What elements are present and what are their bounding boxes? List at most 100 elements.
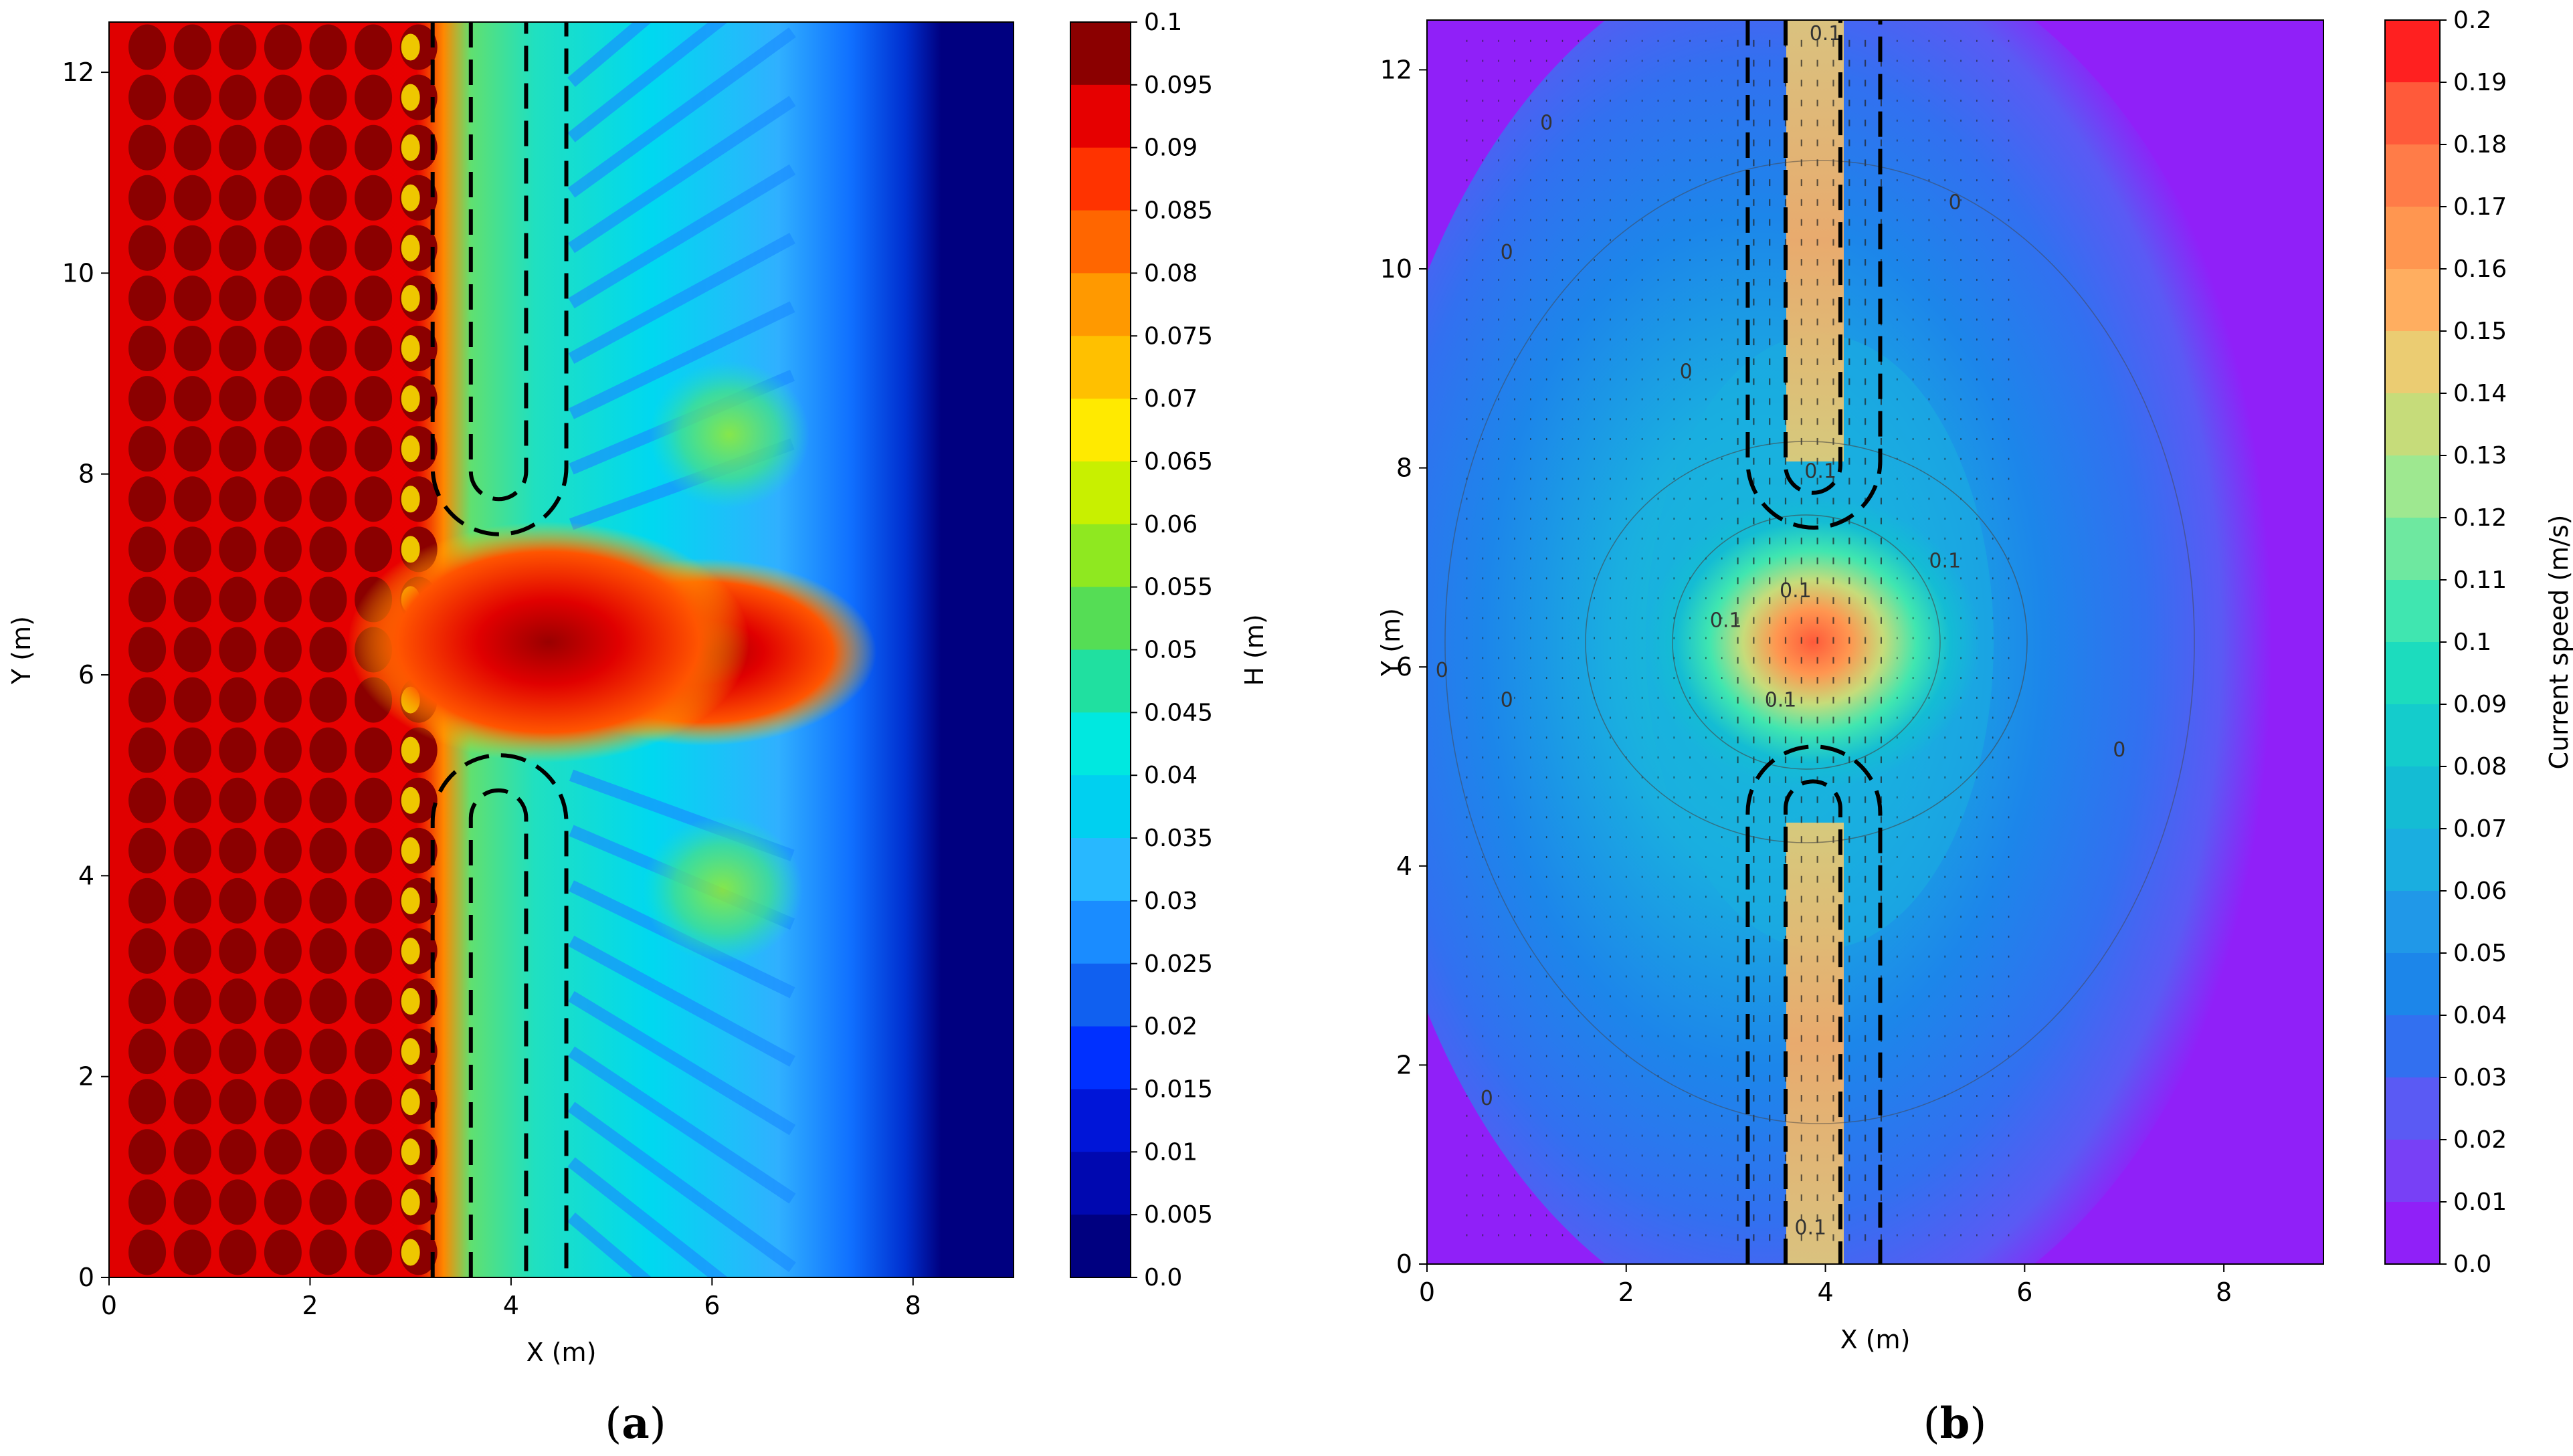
wave-crest-blob — [219, 1029, 257, 1075]
contour-label: 0 — [2113, 738, 2125, 762]
wave-crest-blob — [173, 1029, 211, 1075]
wave-crest-blob — [219, 877, 257, 924]
colorbar-swatch — [1070, 336, 1131, 399]
wave-crest-blob — [264, 225, 302, 271]
y-tick-label: 10 — [62, 258, 94, 288]
caption-open-paren: ( — [1923, 1399, 1940, 1449]
wave-crest-blob — [309, 677, 347, 723]
wave-crest-blob — [219, 476, 257, 522]
diffracted-band — [568, 991, 796, 1136]
contour-label: 0 — [1501, 689, 1513, 712]
contour-label: 0 — [1949, 191, 1962, 215]
wave-crest-blob — [401, 937, 420, 964]
wave-crest-blob — [309, 175, 347, 221]
wave-crest-stripes — [128, 24, 438, 1275]
wave-crest-blob — [219, 777, 257, 823]
wave-crest-blob — [128, 827, 167, 873]
colorbar-tick-label: 0.03 — [2453, 1064, 2507, 1091]
y-tick-label: 2 — [78, 1062, 94, 1091]
y-tick-label: 8 — [78, 459, 94, 489]
wave-crest-blob — [401, 134, 420, 161]
colorbar-tick-label: 0.02 — [2453, 1126, 2507, 1154]
colorbar-swatch — [2385, 1140, 2440, 1203]
wave-crest-blob — [173, 928, 211, 974]
wave-crest-blob — [173, 777, 211, 823]
colorbar-swatch — [2385, 1015, 2440, 1078]
wave-crest-blob — [309, 24, 347, 70]
wave-crest-blob — [219, 24, 257, 70]
wave-crest-blob — [309, 577, 347, 623]
wave-crest-blob — [128, 225, 167, 271]
x-tick-label: 8 — [905, 1291, 921, 1320]
colorbar-tick-label: 0.13 — [2453, 442, 2507, 470]
wave-crest-blob — [264, 175, 302, 221]
wave-crest-blob — [309, 1179, 347, 1225]
breakwater-line — [468, 22, 529, 502]
caption-letter: b — [1940, 1398, 1970, 1449]
wave-crest-blob — [309, 727, 347, 773]
colorbar-swatch — [1070, 84, 1131, 148]
colorbar-swatch — [1070, 587, 1131, 651]
wave-crest-blob — [355, 877, 393, 924]
breakwater-outline-b — [1745, 20, 1883, 1264]
x-tick-label: 6 — [704, 1291, 720, 1320]
wave-crest-blob — [219, 627, 257, 673]
wave-crest-blob — [128, 24, 167, 70]
colorbar-tick-label: 0.015 — [1144, 1075, 1213, 1103]
velocity-vectors — [1466, 39, 2010, 1241]
wave-crest-blob — [128, 1229, 167, 1275]
diffracted-band — [568, 96, 796, 253]
diffracted-band — [567, 1213, 652, 1277]
colorbar-tick-label: 0.075 — [1144, 322, 1213, 350]
colorbar-tick-label: 0.085 — [1144, 197, 1213, 225]
wave-crest-blob — [309, 877, 347, 924]
wave-crest-blob — [355, 175, 393, 221]
colorbar-tick-label: 0.14 — [2453, 380, 2507, 407]
wave-crest-blob — [355, 24, 393, 70]
wave-crest-blob — [401, 1188, 420, 1216]
colorbar-tick-label: 0.2 — [2453, 7, 2491, 34]
wave-crest-blob — [219, 727, 257, 773]
colorbar-tick-label: 0.16 — [2453, 255, 2507, 283]
colorbar-tick-label: 0.045 — [1144, 699, 1213, 726]
wave-crest-blob — [219, 978, 257, 1025]
panel-a-axes: 0 2 4 6 8 0 2 4 6 8 10 12 — [62, 58, 921, 1320]
colorbar-tick-label: 0.08 — [1144, 259, 1198, 287]
colorbar-swatch — [1070, 22, 1131, 86]
wave-crest-blob — [219, 577, 257, 623]
wave-crest-blob — [219, 275, 257, 321]
contour-label: 0.1 — [1810, 22, 1842, 45]
x-tick-label: 8 — [2216, 1277, 2232, 1307]
wave-crest-blob — [264, 827, 302, 873]
wave-crest-blob — [355, 426, 393, 472]
wave-crest-blob — [401, 385, 420, 413]
wave-crest-blob — [401, 887, 420, 914]
wave-crest-blob — [219, 1129, 257, 1175]
colorbar-swatch — [1070, 1215, 1131, 1278]
caption-close-paren: ) — [650, 1399, 666, 1449]
wave-crest-blob — [128, 1029, 167, 1075]
panel-a-caption: (a) — [605, 1398, 666, 1449]
wave-crest-blob — [128, 426, 167, 472]
panel-b-axes: 0 2 4 6 8 0 2 4 6 8 10 12 — [1380, 55, 2232, 1307]
contour-label: 0.1 — [1794, 1216, 1826, 1239]
wave-crest-blob — [264, 1229, 302, 1275]
contour-labels: 0 0 0 0 0 0 0 0 0.1 0.1 0.1 0.1 0.1 0.1 0.1 — [1436, 22, 2126, 1240]
colorbar-swatch — [1070, 838, 1131, 902]
wave-crest-blob — [355, 777, 393, 823]
colorbar-swatch — [2385, 1077, 2440, 1140]
colorbar-swatch — [2385, 704, 2440, 767]
wave-crest-blob — [219, 175, 257, 221]
panel-a-ylabel: Y (m) — [7, 616, 36, 685]
wave-crest-blob — [355, 74, 393, 120]
wave-crest-blob — [264, 577, 302, 623]
wave-crest-blob — [309, 777, 347, 823]
wave-crest-blob — [309, 1229, 347, 1275]
wave-crest-blob — [264, 426, 302, 472]
colorbar-tick-label: 0.05 — [1144, 637, 1198, 664]
breakwater-line — [1784, 779, 1842, 1264]
wave-crest-blob — [128, 124, 167, 171]
wave-crest-blob — [128, 978, 167, 1025]
colorbar-swatch — [1070, 273, 1131, 336]
